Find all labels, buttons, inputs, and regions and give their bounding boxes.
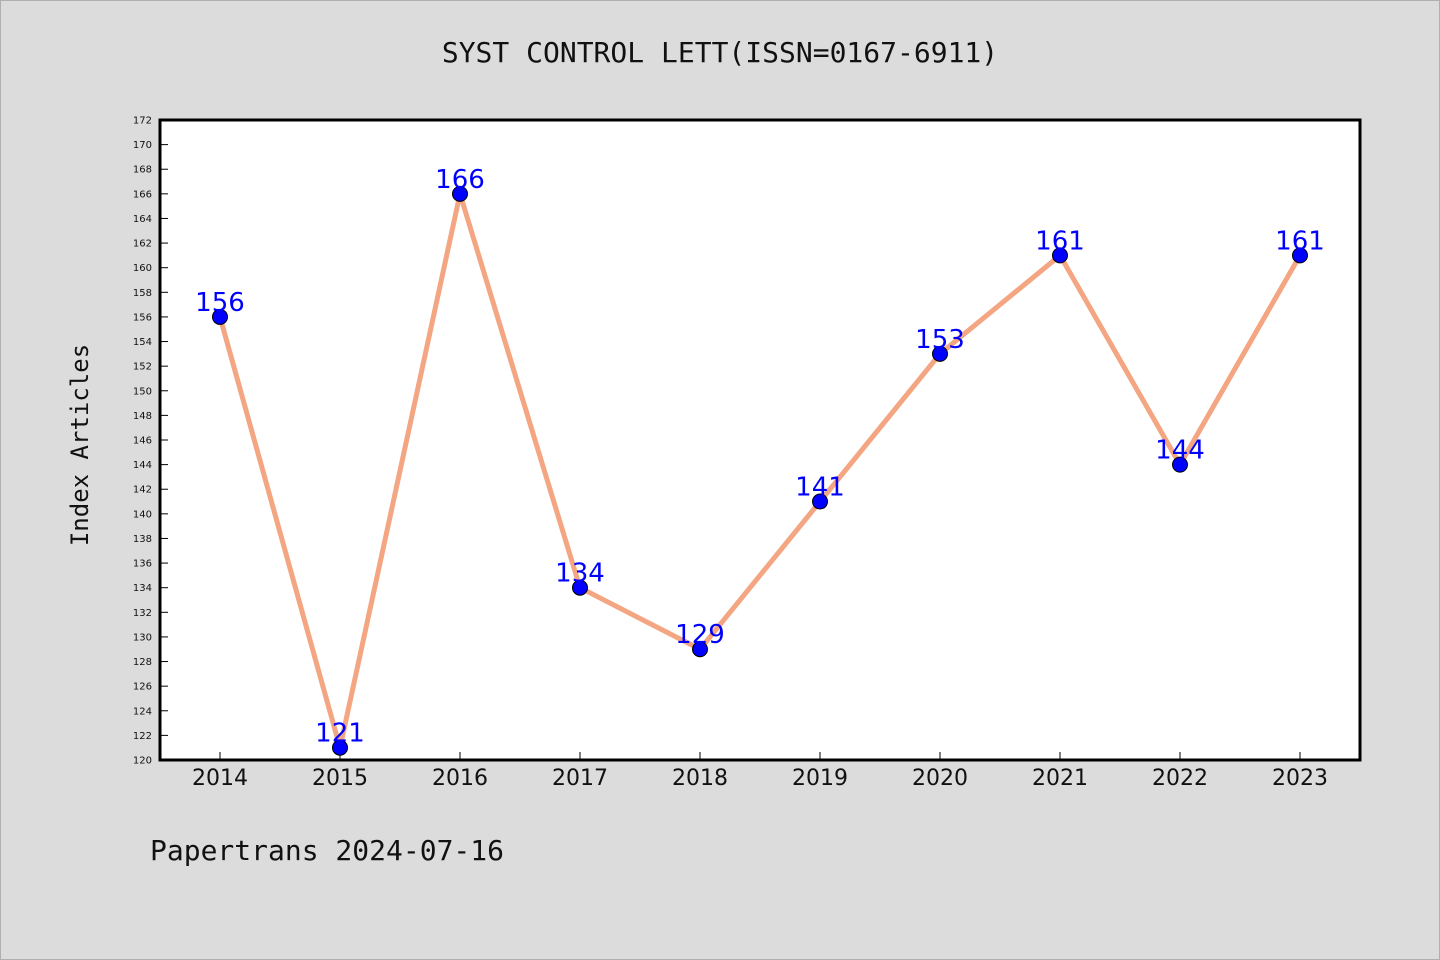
data-point	[452, 185, 468, 202]
data-point	[572, 579, 588, 596]
y-tick-label: 124	[133, 706, 152, 717]
y-tick-label: 154	[133, 337, 152, 348]
x-tick-label: 2017	[552, 766, 608, 791]
y-tick-label: 168	[133, 165, 152, 176]
y-tick-label: 160	[133, 263, 152, 274]
data-label: 121	[315, 719, 365, 749]
data-label: 161	[1275, 226, 1325, 256]
data-label: 166	[435, 165, 485, 195]
x-axis-ticks: 2014 2015 2016 2017 2018 2019 2020 2021 2022 2023	[192, 752, 1328, 791]
y-tick-label: 156	[133, 312, 152, 323]
x-tick-label: 2014	[192, 766, 248, 791]
data-label: 161	[1035, 226, 1085, 256]
y-tick-label: 152	[133, 362, 152, 373]
y-tick-label: 136	[133, 559, 152, 570]
x-tick-label: 2016	[432, 766, 488, 791]
data-point	[1052, 247, 1068, 264]
y-tick-label: 122	[133, 731, 152, 742]
data-point	[332, 739, 348, 756]
y-tick-label: 120	[133, 756, 152, 767]
data-point	[932, 345, 948, 362]
y-tick-label: 164	[133, 214, 152, 225]
data-point	[1292, 247, 1308, 264]
y-tick-label: 148	[133, 411, 152, 422]
y-tick-label: 170	[133, 140, 152, 151]
data-point	[212, 308, 228, 325]
y-tick-label: 146	[133, 436, 152, 447]
x-tick-label: 2018	[672, 766, 728, 791]
y-tick-label: 138	[133, 534, 152, 545]
y-axis-ticks: 120 122 124 126 128 130 132 134 136 138 140 142 144 1…	[133, 116, 168, 767]
y-tick-label: 142	[133, 485, 152, 496]
x-tick-label: 2021	[1032, 766, 1088, 791]
data-label: 129	[675, 620, 725, 650]
y-tick-label: 144	[133, 460, 152, 471]
y-tick-label: 130	[133, 632, 152, 643]
y-tick-label: 172	[133, 116, 152, 127]
x-tick-label: 2019	[792, 766, 848, 791]
series-markers	[212, 185, 1308, 756]
y-tick-label: 126	[133, 682, 152, 693]
y-tick-label: 140	[133, 509, 152, 520]
y-tick-label: 166	[133, 189, 152, 200]
data-label: 153	[915, 325, 965, 355]
x-tick-label: 2022	[1152, 766, 1208, 791]
data-labels: 156 121 166 134 129 141 153 161 144 161	[195, 165, 1325, 749]
footer-credit: Papertrans 2024-07-16	[150, 834, 505, 867]
data-label: 134	[555, 559, 605, 589]
data-point	[692, 641, 708, 658]
series-line	[217, 191, 1303, 751]
data-point	[812, 493, 828, 510]
y-tick-label: 150	[133, 386, 152, 397]
x-tick-label: 2023	[1272, 766, 1328, 791]
y-tick-label: 128	[133, 657, 152, 668]
y-tick-label: 158	[133, 288, 152, 299]
chart-title: SYST CONTROL LETT(ISSN=0167-6911)	[441, 36, 999, 69]
x-tick-label: 2015	[312, 766, 368, 791]
data-label: 156	[195, 288, 245, 318]
y-tick-label: 134	[133, 583, 152, 594]
y-tick-label: 132	[133, 608, 152, 619]
y-tick-label: 162	[133, 239, 152, 250]
plot-border	[158, 118, 1362, 762]
data-point	[1172, 456, 1188, 473]
x-tick-label: 2020	[912, 766, 968, 791]
data-label: 144	[1155, 436, 1205, 466]
data-label: 141	[795, 473, 845, 503]
